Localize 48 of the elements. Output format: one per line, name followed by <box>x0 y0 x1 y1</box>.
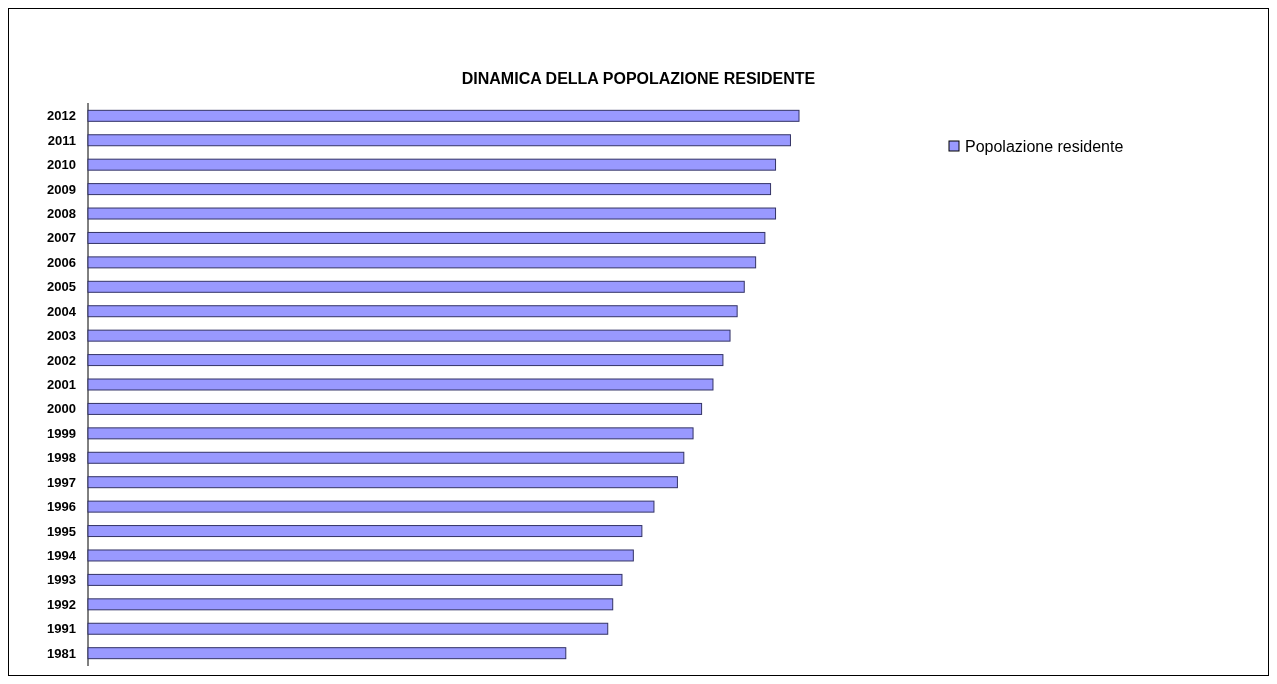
bar <box>87 598 614 611</box>
y-tick-label: 1996 <box>47 499 76 515</box>
bar <box>87 476 678 489</box>
y-tick-label: 1994 <box>47 548 77 564</box>
bar <box>87 158 777 171</box>
y-tick-label: 1981 <box>47 645 76 661</box>
y-tick-label: 2003 <box>47 328 76 344</box>
y-tick-label: 1995 <box>47 523 76 539</box>
bar <box>87 573 623 586</box>
bar <box>87 207 777 220</box>
bar <box>87 280 745 293</box>
y-tick-label: 2009 <box>47 181 76 197</box>
bar <box>87 329 731 342</box>
bar <box>87 231 766 244</box>
legend-label: Popolazione residente <box>965 137 1124 155</box>
bar <box>87 378 714 391</box>
y-tick-label: 2007 <box>47 230 76 246</box>
y-tick-label: 2010 <box>47 157 76 173</box>
bar <box>87 109 800 122</box>
y-tick-label: 2000 <box>47 401 76 417</box>
y-tick-label: 2012 <box>47 108 76 124</box>
y-tick-label: 1992 <box>47 596 76 612</box>
y-tick-label: 1993 <box>47 572 76 588</box>
bar <box>87 402 703 415</box>
bar <box>87 134 791 147</box>
chart-title: DINAMICA DELLA POPOLAZIONE RESIDENTE <box>461 70 816 87</box>
bar <box>87 451 685 464</box>
y-tick-label: 2008 <box>47 206 76 222</box>
bar <box>87 427 694 440</box>
bar <box>87 549 634 562</box>
y-tick-label: 1998 <box>47 450 76 466</box>
bar <box>87 354 724 367</box>
bar <box>87 500 655 513</box>
y-tick-label: 2004 <box>47 303 77 319</box>
bar <box>87 183 772 196</box>
y-tick-label: 1999 <box>47 425 76 441</box>
bar <box>87 305 738 318</box>
y-tick-label: 2001 <box>47 377 76 393</box>
y-tick-label: 2002 <box>47 352 76 368</box>
bar <box>87 647 567 660</box>
bar <box>87 525 643 538</box>
y-tick-label: 2011 <box>47 132 76 148</box>
y-tick-label: 1991 <box>47 621 76 637</box>
y-tick-label: 2005 <box>47 279 76 295</box>
bar <box>87 622 609 635</box>
y-tick-label: 1997 <box>47 474 76 490</box>
bar <box>87 256 757 269</box>
y-tick-label: 2006 <box>47 254 76 270</box>
